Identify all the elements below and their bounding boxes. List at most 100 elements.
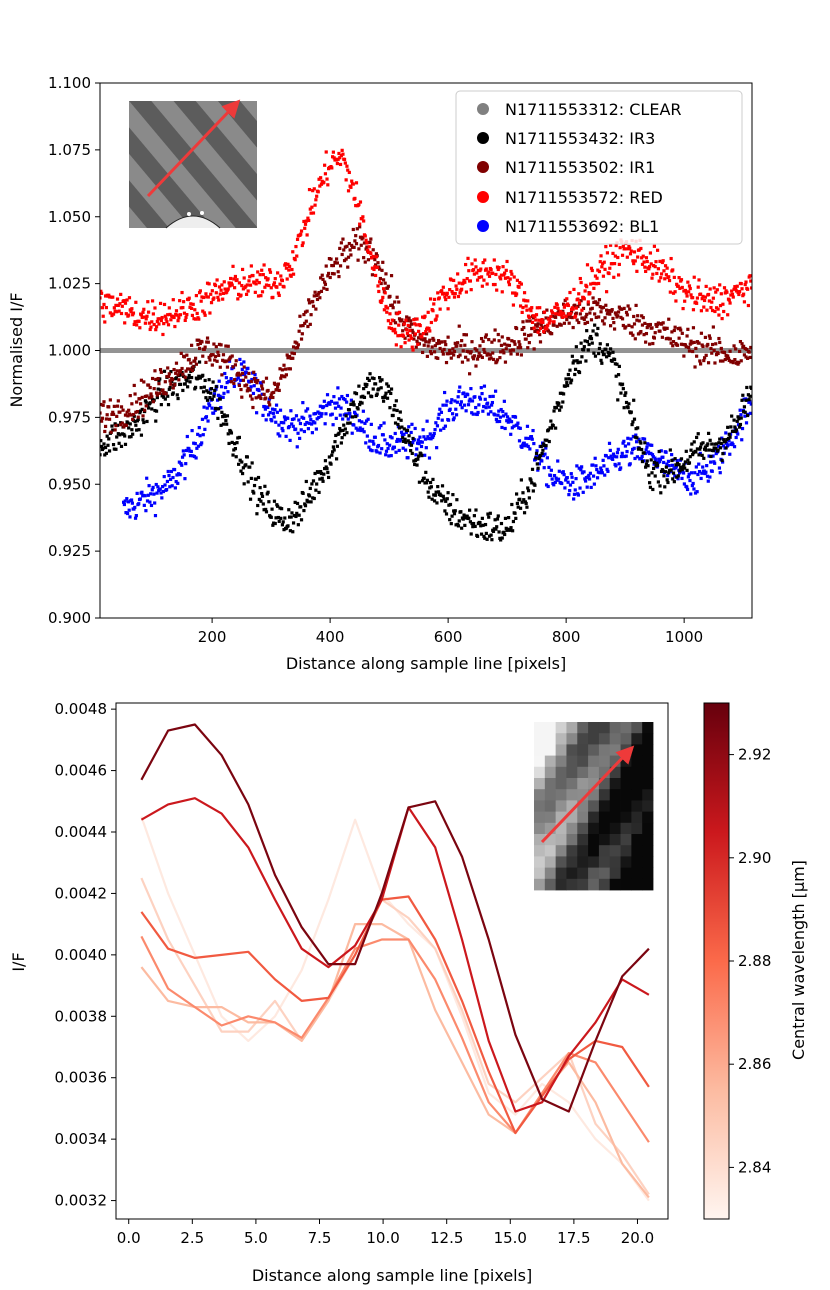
data-point	[356, 407, 360, 411]
data-point	[368, 240, 372, 245]
data-point	[579, 341, 583, 345]
data-point	[325, 403, 329, 408]
data-point	[524, 501, 528, 506]
data-point	[169, 382, 173, 386]
data-point	[167, 473, 171, 478]
data-point	[540, 317, 544, 322]
data-point	[538, 340, 543, 344]
data-point	[172, 315, 176, 320]
data-point	[246, 366, 250, 370]
data-point	[261, 502, 265, 506]
data-point	[736, 432, 740, 436]
data-point	[159, 403, 163, 407]
data-point	[563, 384, 567, 388]
data-point	[648, 342, 652, 346]
data-point	[139, 433, 144, 437]
data-point	[174, 376, 179, 380]
data-point	[636, 426, 640, 430]
data-point	[397, 310, 402, 314]
data-point	[209, 387, 214, 391]
data-point	[749, 286, 752, 290]
data-point	[196, 342, 200, 347]
data-point	[591, 296, 595, 300]
data-point	[475, 357, 480, 361]
data-point	[436, 291, 440, 295]
data-point	[286, 262, 290, 266]
data-point	[489, 410, 493, 414]
data-point	[577, 301, 582, 305]
data-point	[684, 345, 688, 349]
data-point	[451, 493, 455, 497]
data-point	[145, 499, 150, 503]
y-axis-label-bottom: I/F	[9, 952, 28, 971]
data-point	[627, 442, 631, 446]
data-point	[652, 462, 656, 466]
data-point	[248, 497, 253, 501]
data-point	[415, 317, 419, 321]
data-point	[710, 308, 715, 313]
data-point	[484, 531, 488, 535]
data-point	[349, 415, 353, 419]
data-point	[444, 403, 448, 407]
data-point	[260, 492, 264, 496]
data-point	[124, 312, 128, 316]
data-point	[199, 386, 203, 390]
data-point	[340, 436, 344, 440]
data-point	[334, 457, 339, 461]
data-point	[342, 423, 346, 427]
data-point	[417, 329, 421, 333]
data-point	[290, 267, 294, 272]
data-point	[152, 492, 156, 496]
data-point	[364, 441, 368, 445]
data-point	[444, 343, 448, 347]
data-point	[174, 361, 179, 365]
data-point	[335, 261, 339, 265]
data-point	[227, 281, 231, 285]
data-point	[208, 404, 212, 408]
data-point	[411, 330, 415, 334]
data-point	[699, 331, 704, 335]
data-point	[726, 354, 730, 358]
data-point	[661, 259, 665, 263]
data-point	[607, 353, 611, 358]
data-point	[405, 331, 410, 335]
data-point	[100, 289, 103, 293]
data-point	[278, 408, 283, 412]
data-point	[479, 524, 483, 528]
data-point	[166, 366, 170, 370]
data-point	[593, 274, 598, 278]
data-point	[428, 432, 432, 436]
data-point	[291, 345, 296, 349]
data-point	[291, 424, 295, 428]
data-point	[526, 489, 531, 493]
data-point	[427, 495, 431, 499]
data-point	[272, 283, 276, 287]
data-point	[627, 402, 631, 406]
data-point	[440, 484, 445, 488]
data-point	[632, 314, 636, 319]
data-point	[246, 480, 250, 484]
data-point	[250, 397, 254, 401]
data-point	[554, 426, 558, 430]
data-point	[325, 393, 330, 397]
data-point	[146, 493, 150, 497]
data-point	[646, 442, 650, 446]
data-point	[176, 319, 180, 323]
data-point	[657, 279, 661, 283]
data-point	[367, 445, 371, 449]
data-point	[439, 428, 443, 432]
data-point	[475, 271, 479, 275]
data-point	[579, 468, 583, 472]
data-point	[352, 403, 356, 407]
data-point	[391, 306, 395, 310]
data-point	[179, 461, 183, 466]
colorbar-tick-label: 2.92	[738, 746, 771, 764]
data-point	[340, 394, 344, 399]
data-point	[515, 501, 519, 506]
data-point	[302, 219, 306, 224]
data-point	[738, 290, 742, 294]
data-point	[389, 391, 393, 396]
data-point	[703, 335, 707, 340]
data-point	[567, 321, 571, 325]
data-point	[420, 453, 424, 458]
